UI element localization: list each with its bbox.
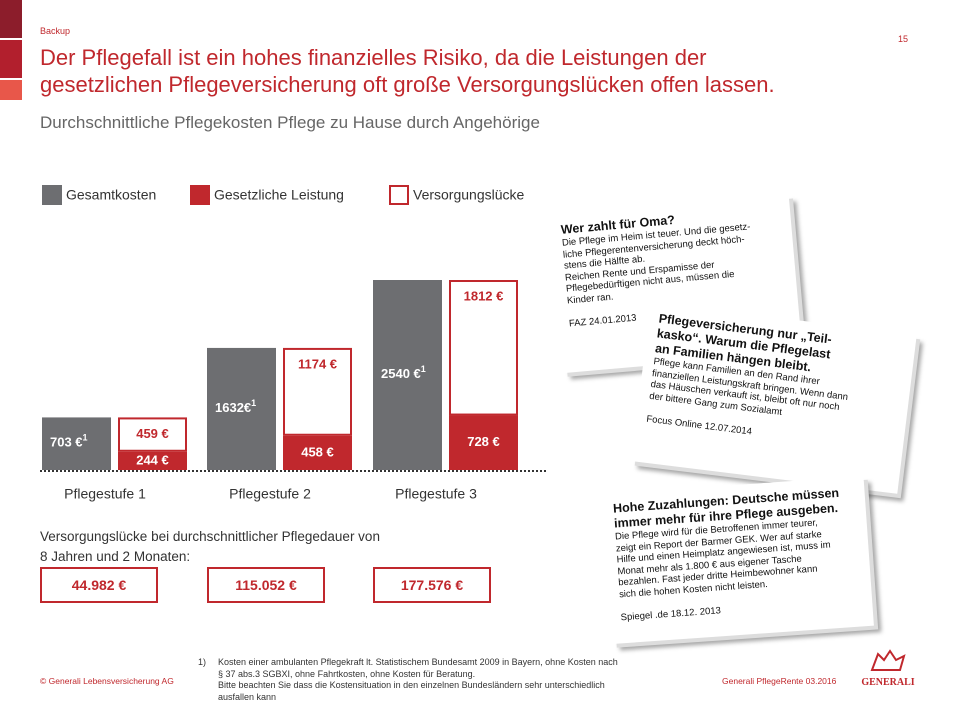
footnote-line: Kosten einer ambulanten Pflegekraft lt. … xyxy=(218,657,618,667)
subtitle: Durchschnittliche Pflegekosten Pflege zu… xyxy=(40,113,540,132)
legend-label: Versorgungslücke xyxy=(413,187,525,203)
caption-line: Versorgungslücke bei durchschnittlicher … xyxy=(40,529,380,544)
legend-label: Gesamtkosten xyxy=(66,187,156,203)
bar xyxy=(283,347,352,436)
decor-strip xyxy=(0,80,22,100)
totals-caption: Versorgungslücke bei durchschnittlicher … xyxy=(40,527,380,567)
total-box: 44.982 € xyxy=(40,567,158,603)
bar xyxy=(373,280,442,470)
footnote-line: Bitte beachten Sie dass die Kostensituat… xyxy=(218,680,605,690)
footnote-line: ausfallen kann xyxy=(218,691,277,702)
value-label-text: 703 € xyxy=(50,435,83,450)
value-label: 1812 € xyxy=(464,288,504,303)
footnote-line: § 37 abs.3 SGBXI, ohne Fahrtkosten, ohne… xyxy=(218,668,476,679)
section-label: Backup xyxy=(40,26,71,36)
clipping-source: Spiegel .de 18.12. 2013 xyxy=(620,605,722,624)
footnote-mark: 1) xyxy=(198,657,207,667)
bar xyxy=(42,417,111,470)
logo-text: GENERALI xyxy=(861,677,915,688)
decor-strip xyxy=(0,40,22,78)
value-label: 1174 € xyxy=(298,356,337,371)
value-label-text: 2540 € xyxy=(381,366,421,381)
bar xyxy=(283,435,352,470)
title: Der Pflegefall ist ein hohes finanzielle… xyxy=(40,44,920,98)
total-box: 177.576 € xyxy=(373,567,491,603)
value-label: 703 €1 xyxy=(50,433,88,450)
value-label-text: 1632€ xyxy=(215,400,251,415)
x-tick-label: Pflegestufe 2 xyxy=(229,486,311,502)
bar xyxy=(449,280,518,416)
bar xyxy=(207,347,276,470)
x-tick-label: Pflegestufe 1 xyxy=(64,486,146,502)
legend-swatch xyxy=(190,185,210,205)
copyright: © Generali Lebensversicherung AG xyxy=(40,676,174,686)
title-line: gesetzlichen Pflegeversicherung oft groß… xyxy=(40,72,775,97)
total-box: 115.052 € xyxy=(207,567,325,603)
caption-line: 8 Jahren und 2 Monaten: xyxy=(40,549,191,564)
value-label: 1632€1 xyxy=(215,398,256,415)
value-label: 2540 €1 xyxy=(381,364,426,381)
logo: GENERALI xyxy=(858,648,918,688)
value-label: 244 € xyxy=(136,452,169,467)
bar xyxy=(118,417,187,452)
page-number: 15 xyxy=(898,34,909,44)
chart: Gesamtkosten Gesetzliche Leistung Versorgu… xyxy=(40,185,546,502)
legend-swatch xyxy=(42,185,62,205)
footnote-mark: 1 xyxy=(421,364,426,374)
bar xyxy=(118,451,187,470)
footnote-mark: 1 xyxy=(251,398,256,408)
footnote: Kosten einer ambulanten Pflegekraft lt. … xyxy=(218,657,708,703)
logo-lion xyxy=(870,649,906,671)
legend-label: Gesetzliche Leistung xyxy=(214,187,344,203)
footnote-mark: 1 xyxy=(83,433,88,443)
product: Generali PflegeRente 03.2016 xyxy=(722,676,837,686)
title-line: Der Pflegefall ist ein hohes finanzielle… xyxy=(40,45,707,70)
clipping: Hohe Zuzahlungen: Deutsche müssen immer m… xyxy=(602,476,874,644)
decor-strip xyxy=(0,0,22,38)
x-tick-label: Pflegestufe 3 xyxy=(395,486,477,502)
value-label: 458 € xyxy=(301,444,334,459)
legend-swatch xyxy=(389,185,409,205)
value-label: 728 € xyxy=(467,434,500,449)
value-label: 459 € xyxy=(136,426,169,441)
bar xyxy=(449,415,518,470)
clipping: Pflegeversicherung nur „Teil-kasko“. War… xyxy=(631,302,917,494)
